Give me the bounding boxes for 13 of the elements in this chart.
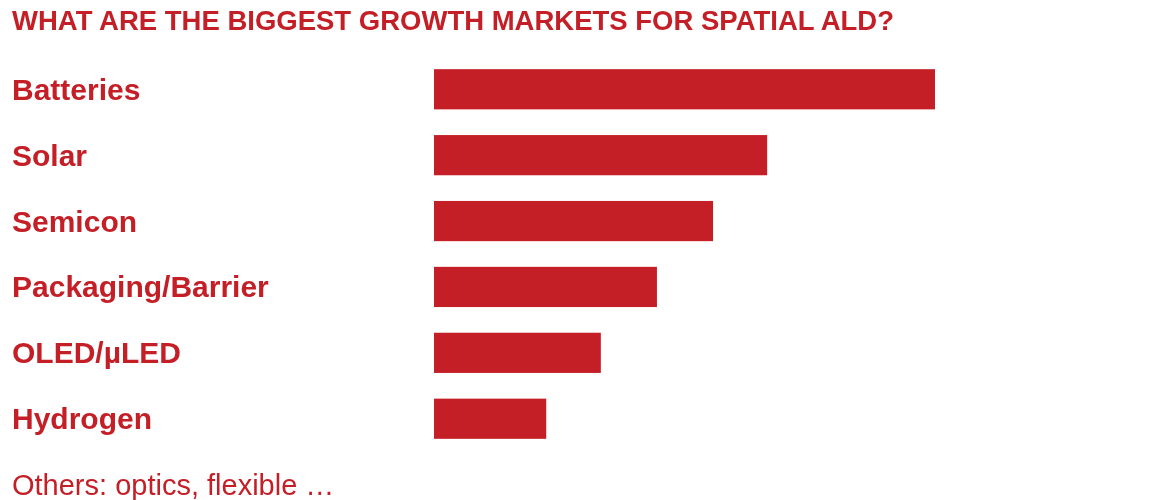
y-tick-label: OLED/µLED bbox=[12, 336, 181, 370]
bar bbox=[434, 200, 714, 242]
bar bbox=[434, 332, 601, 373]
y-tick-label: Solar bbox=[12, 138, 88, 172]
bar bbox=[434, 69, 935, 110]
y-tick-label: Hydrogen bbox=[12, 402, 153, 436]
bar bbox=[434, 135, 768, 176]
chart-title: WHAT ARE THE BIGGEST GROWTH MARKETS FOR SPATIAL ALD? bbox=[12, 5, 894, 36]
y-tick-label: Batteries bbox=[12, 72, 141, 106]
y-tick-label: Packaging/Barrier bbox=[12, 270, 270, 304]
y-tick-label: Semicon bbox=[12, 204, 138, 238]
bar bbox=[434, 266, 657, 308]
bar bbox=[434, 398, 547, 439]
